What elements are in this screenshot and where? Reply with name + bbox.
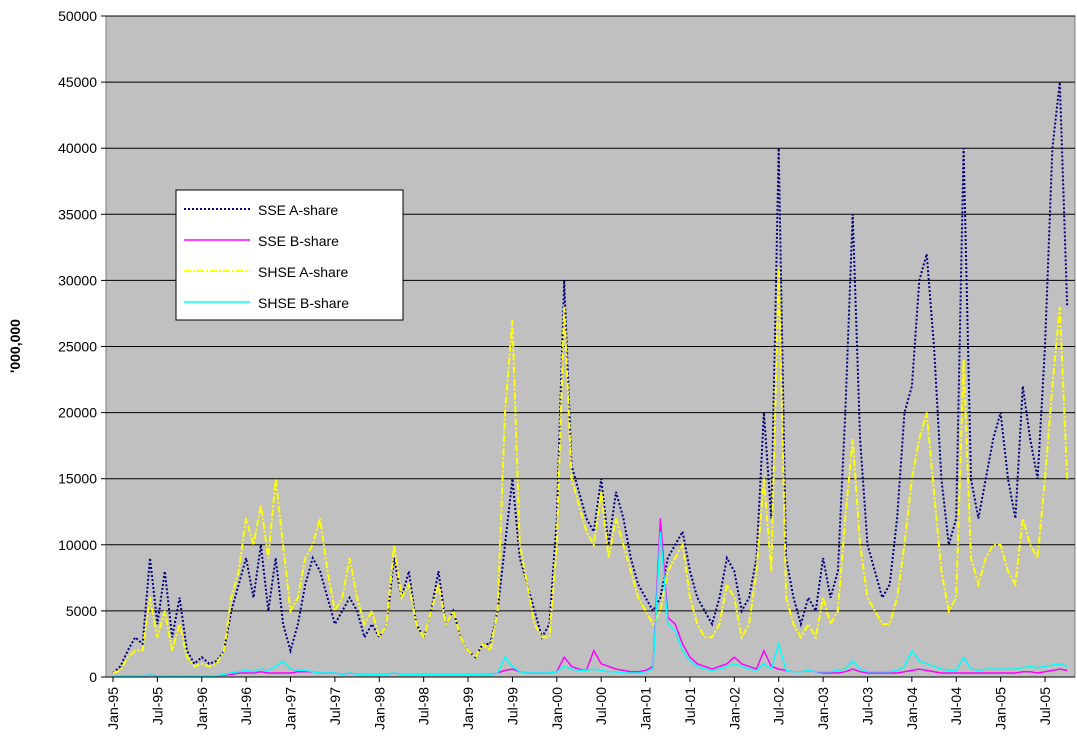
x-tick-label: Jul-00	[593, 687, 609, 725]
x-tick-label: Jan-99	[460, 687, 476, 730]
y-tick-label: 20000	[58, 405, 97, 421]
y-tick-label: 10000	[58, 537, 97, 553]
y-tick-label: 35000	[58, 206, 97, 222]
x-tick-label: Jan-96	[194, 687, 210, 730]
series-line	[113, 531, 1068, 678]
x-tick-label: Jul-05	[1037, 687, 1053, 725]
x-tick-label: Jul-01	[682, 687, 698, 725]
y-tick-label: 0	[89, 669, 97, 685]
x-tick-label: Jul-99	[504, 687, 520, 725]
legend-label: SHSE B-share	[258, 295, 349, 311]
series-line	[112, 267, 1069, 674]
x-tick-label: Jan-00	[549, 687, 565, 730]
x-tick-label: Jan-02	[726, 687, 742, 730]
y-tick-label: 50000	[58, 8, 97, 24]
legend-entries: SSE A-share SSE B-share SHSE A-share SHSE B…	[184, 202, 349, 311]
x-tick-label: Jul-95	[149, 687, 165, 725]
legend-label: SSE B-share	[258, 233, 339, 249]
x-tick-label: Jan-04	[904, 687, 920, 730]
y-tick-label: 25000	[58, 339, 97, 355]
x-tick-label: Jul-03	[859, 687, 875, 725]
x-tick-label: Jul-02	[771, 687, 787, 725]
x-tick-label: Jan-01	[638, 687, 654, 730]
x-tick-label: Jan-05	[993, 687, 1009, 730]
x-tick-label: Jan-95	[105, 687, 121, 730]
x-tick-label: Jul-97	[327, 687, 343, 725]
y-axis-label: '000,000	[7, 319, 23, 373]
x-tick-label: Jan-03	[815, 687, 831, 730]
x-tick-label: Jul-04	[948, 687, 964, 725]
x-tick-label: Jan-97	[283, 687, 299, 730]
legend-label: SHSE A-share	[258, 264, 348, 280]
lines	[112, 81, 1069, 678]
y-tick-label: 45000	[58, 74, 97, 90]
y-tick-label: 40000	[58, 140, 97, 156]
series-line	[112, 81, 1069, 674]
y-tick-label: 15000	[58, 471, 97, 487]
legend	[175, 189, 404, 321]
legend-label: SSE A-share	[258, 202, 338, 218]
x-tick-label: Jul-96	[238, 687, 254, 725]
x-tick-label: Jan-98	[371, 687, 387, 730]
y-tick-label: 30000	[58, 272, 97, 288]
x-tick-label: Jul-98	[416, 687, 432, 725]
y-tick-label: 5000	[66, 603, 97, 619]
series-line	[113, 518, 1068, 678]
